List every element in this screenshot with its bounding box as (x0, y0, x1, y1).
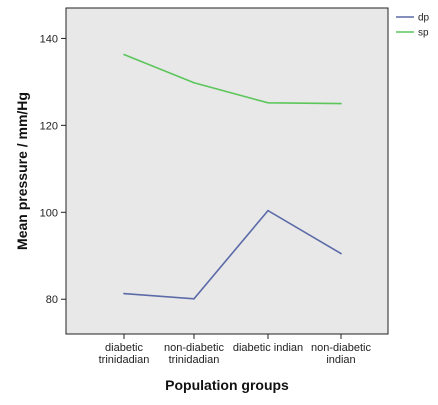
legend-label-sp: sp (418, 28, 429, 39)
x-tick-label: diabetic trinidadian (99, 342, 150, 366)
data-point-sp (340, 102, 342, 105)
y-tick-label: 80 (46, 294, 58, 306)
x-tick-label: non-diabetic trinidadian (164, 342, 224, 366)
data-point-dp (193, 297, 195, 300)
y-tick-label: 100 (40, 207, 58, 219)
y-tick-label: 140 (40, 33, 58, 45)
series-lines (123, 53, 342, 300)
x-tick-label: non-diabetic indian (311, 342, 371, 366)
x-tick-label: diabetic indian (233, 342, 303, 354)
x-axis: diabetic trinidadian non-diabetic trinidadi… (99, 334, 371, 366)
x-axis-title: Population groups (165, 377, 289, 393)
plot-area (65, 7, 389, 335)
data-point-sp (123, 53, 125, 56)
data-point-dp (123, 292, 125, 295)
data-point-sp (267, 101, 269, 104)
series-line-sp (123, 53, 342, 105)
legend-label-dp: dp (418, 13, 430, 24)
data-point-dp (340, 252, 342, 255)
y-axis: 80 100 120 140 (40, 33, 66, 306)
y-axis-title: Mean pressure / mm/Hg (14, 92, 30, 250)
legend: dp sp (396, 13, 430, 39)
data-point-dp (267, 209, 269, 212)
series-line-dp (123, 209, 342, 300)
y-tick-label: 120 (40, 120, 58, 132)
data-point-sp (193, 81, 195, 84)
